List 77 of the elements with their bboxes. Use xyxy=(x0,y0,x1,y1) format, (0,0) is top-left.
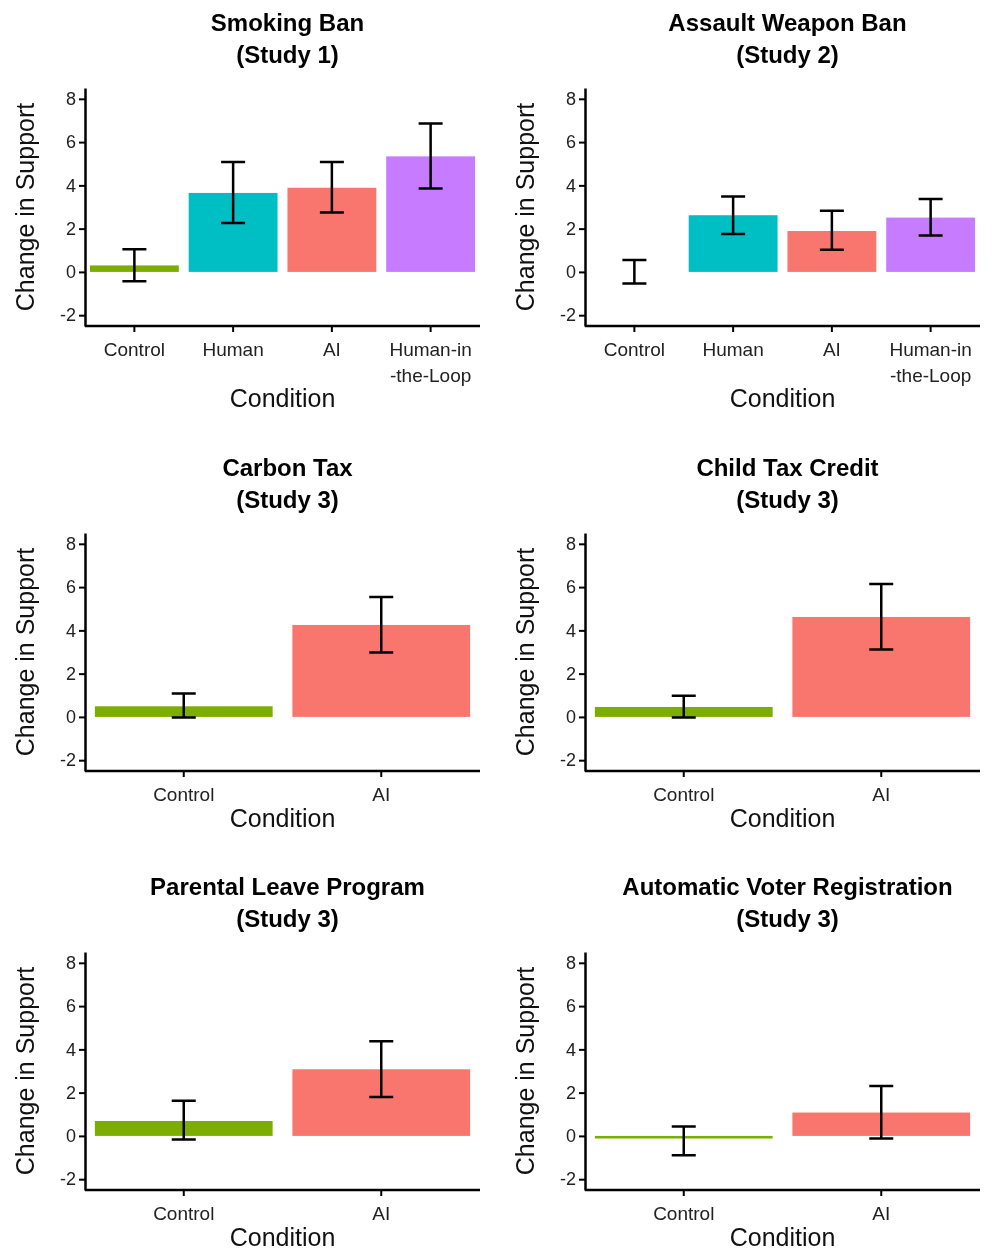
x-tick-label: AI xyxy=(372,784,391,805)
y-tick-label: -2 xyxy=(559,305,576,326)
y-tick-label: 8 xyxy=(65,953,76,974)
bar xyxy=(188,192,278,272)
chart-title: Assault Weapon Ban (Study 2) xyxy=(668,9,907,68)
x-tick-label: AI xyxy=(322,339,341,360)
y-tick-label: 8 xyxy=(65,534,76,555)
x-tick-label: Control xyxy=(153,784,215,805)
x-axis-title: Condition xyxy=(729,1223,836,1251)
y-tick-label: 2 xyxy=(565,218,576,239)
chart-title: Automatic Voter Registration (Study 3) xyxy=(622,873,953,932)
x-tick-label: AI xyxy=(872,784,891,805)
chart-title: Parental Leave Program (Study 3) xyxy=(150,873,425,932)
x-tick-label: Control xyxy=(603,339,665,360)
x-tick-label: AI xyxy=(372,1203,391,1224)
y-tick-label: 2 xyxy=(65,218,76,239)
x-tick-label: Control xyxy=(653,1203,715,1224)
bar xyxy=(287,187,377,272)
y-tick-label: 6 xyxy=(65,577,76,598)
y-axis-title: Change in Support xyxy=(511,966,539,1176)
y-tick-label: 2 xyxy=(565,663,576,684)
bar xyxy=(89,265,179,272)
y-tick-label: 2 xyxy=(65,663,76,684)
x-tick-label: Control xyxy=(653,784,715,805)
bar xyxy=(688,215,778,272)
x-axis-title: Condition xyxy=(729,804,836,832)
x-tick-label: Control xyxy=(153,1203,215,1224)
chart-title: Carbon Tax (Study 3) xyxy=(222,454,354,513)
y-tick-label: 6 xyxy=(65,996,76,1017)
y-axis-title: Change in Support xyxy=(11,547,39,757)
y-tick-label: 8 xyxy=(565,534,576,555)
y-tick-label: 2 xyxy=(565,1082,576,1103)
y-tick-label: 8 xyxy=(565,953,576,974)
y-tick-label: 4 xyxy=(65,620,76,641)
bar xyxy=(886,217,976,272)
y-axis-title: Change in Support xyxy=(11,966,39,1176)
y-axis-title: Change in Support xyxy=(511,102,539,312)
y-tick-label: 0 xyxy=(565,707,576,728)
x-axis-title: Condition xyxy=(229,804,336,832)
y-tick-label: -2 xyxy=(59,750,76,771)
x-tick-label: AI xyxy=(822,339,841,360)
x-tick-label: AI xyxy=(872,1203,891,1224)
y-tick-label: 6 xyxy=(565,996,576,1017)
y-tick-label: 4 xyxy=(65,1039,76,1060)
y-tick-label: 4 xyxy=(565,620,576,641)
y-tick-label: 0 xyxy=(65,262,76,283)
x-tick-label: Control xyxy=(103,339,165,360)
y-tick-label: -2 xyxy=(59,1169,76,1190)
x-axis-title: Condition xyxy=(729,384,836,412)
y-tick-label: 2 xyxy=(65,1082,76,1103)
x-tick-label: Human-in -the-Loop xyxy=(889,339,972,386)
y-axis-title: Change in Support xyxy=(511,547,539,757)
y-tick-label: -2 xyxy=(59,305,76,326)
y-tick-label: -2 xyxy=(559,1169,576,1190)
y-tick-label: 6 xyxy=(565,577,576,598)
y-tick-label: 4 xyxy=(565,1039,576,1060)
y-tick-label: 4 xyxy=(65,175,76,196)
y-tick-label: 8 xyxy=(565,89,576,110)
y-tick-label: 6 xyxy=(565,132,576,153)
y-tick-label: 4 xyxy=(565,175,576,196)
x-axis-title: Condition xyxy=(229,1223,336,1251)
y-tick-label: 0 xyxy=(565,1126,576,1147)
y-tick-label: 0 xyxy=(565,262,576,283)
y-axis-title: Change in Support xyxy=(11,102,39,312)
bar xyxy=(386,156,476,272)
x-tick-label: Human-in -the-Loop xyxy=(389,339,472,386)
y-tick-label: -2 xyxy=(559,750,576,771)
y-tick-label: 8 xyxy=(65,89,76,110)
x-tick-label: Human xyxy=(202,339,264,360)
chart-title: Child Tax Credit (Study 3) xyxy=(696,454,879,513)
x-tick-label: Human xyxy=(702,339,764,360)
y-tick-label: 0 xyxy=(65,707,76,728)
x-axis-title: Condition xyxy=(229,384,336,412)
y-tick-label: 6 xyxy=(65,132,76,153)
y-tick-label: 0 xyxy=(65,1126,76,1147)
chart-title: Smoking Ban (Study 1) xyxy=(210,9,365,68)
bar xyxy=(787,231,877,272)
